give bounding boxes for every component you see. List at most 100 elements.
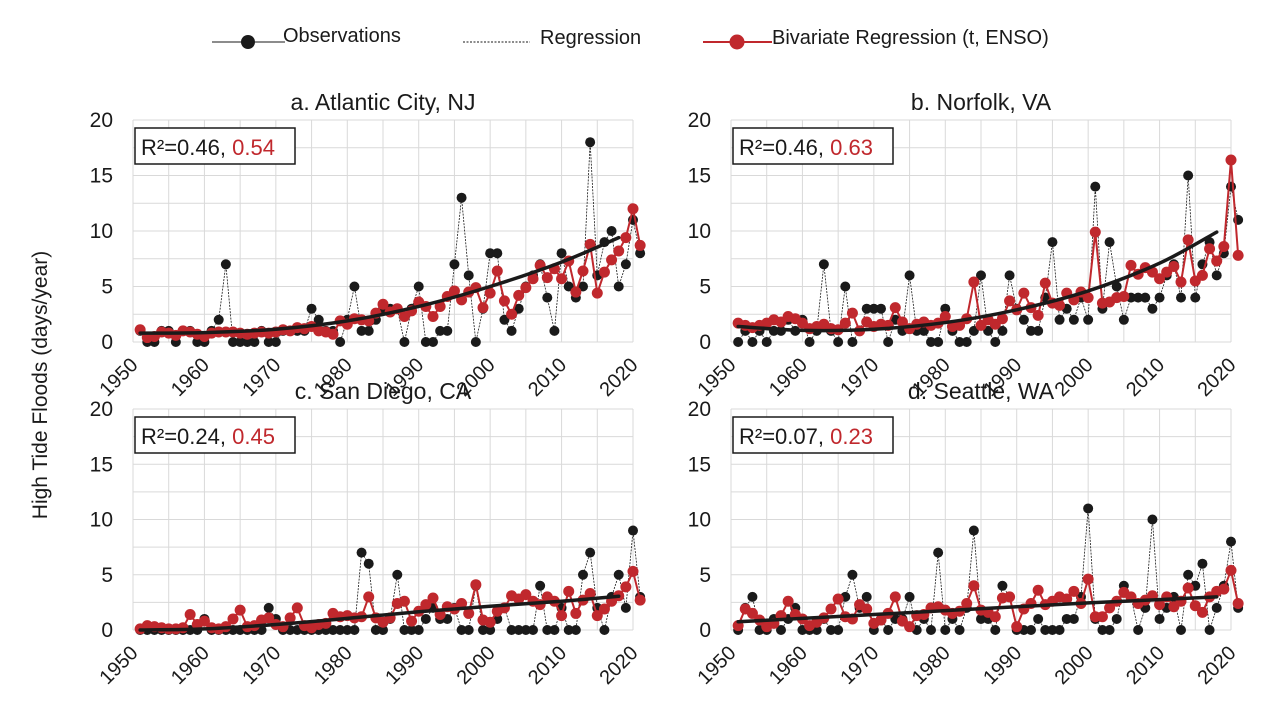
observation-point <box>456 192 467 203</box>
bivariate-point <box>1082 573 1094 585</box>
bivariate-point <box>746 607 758 619</box>
bivariate-point <box>1118 290 1130 302</box>
bivariate-point <box>1082 292 1094 304</box>
y-tick-label: 10 <box>90 509 113 532</box>
observation-point <box>463 625 474 635</box>
observation-point <box>818 259 829 270</box>
regression-curve <box>736 595 1219 624</box>
y-tick-label: 15 <box>688 165 711 188</box>
observation-point <box>606 226 617 236</box>
y-tick-label: 20 <box>90 398 113 421</box>
bivariate-point <box>463 607 475 619</box>
bivariate-point <box>889 591 901 603</box>
bivariate-point <box>491 265 503 277</box>
y-tick-label: 0 <box>101 331 113 354</box>
observation-point <box>506 625 517 635</box>
bivariate-point <box>1018 287 1030 299</box>
observation-point <box>954 337 965 347</box>
bivariate-point <box>598 603 610 615</box>
y-tick-label: 5 <box>101 276 113 299</box>
observation-point <box>1068 314 1079 325</box>
panel-title: b. Norfolk, VA <box>911 89 1052 115</box>
observation-point <box>954 625 965 635</box>
y-tick-label: 0 <box>101 619 113 642</box>
bivariate-point <box>1182 582 1194 594</box>
legend-observations-label: Observations <box>283 25 401 47</box>
observation-point <box>1133 625 1144 635</box>
legend-regression-label: Regression <box>540 27 641 49</box>
observation-point <box>613 281 624 292</box>
observation-point <box>1133 292 1144 303</box>
legend-bivariate[interactable]: Bivariate Regression (t, ENSO) <box>703 27 1049 50</box>
x-tick-label: 2010 <box>524 354 571 401</box>
y-tick-label: 15 <box>688 453 711 476</box>
observation-point <box>499 314 510 325</box>
bivariate-point <box>832 593 844 605</box>
observation-point <box>933 337 944 347</box>
r2-value: R²=0.24, <box>141 424 232 449</box>
bivariate-point <box>606 254 618 266</box>
observation-point <box>1054 314 1065 325</box>
y-tick-labels: 0 5 10 15 20 <box>688 398 711 642</box>
observation-point <box>997 325 1008 336</box>
r2-box <box>134 416 296 454</box>
observation-point <box>1033 325 1044 336</box>
y-tick-labels: 0 5 10 15 20 <box>90 398 113 642</box>
observation-point <box>485 625 496 635</box>
regression-curve <box>138 594 621 632</box>
x-tick-label: 1950 <box>694 354 741 401</box>
observation-point <box>1097 625 1108 635</box>
bivariate-point <box>484 616 496 628</box>
x-tick-label: 1990 <box>381 642 428 689</box>
observation-point <box>1083 314 1094 325</box>
bivariate-point <box>377 298 389 310</box>
bivariate-point <box>1168 261 1180 273</box>
r2-annotation: R²=0.24, 0.45 <box>134 416 296 454</box>
observation-point <box>997 580 1008 591</box>
observation-point <box>478 625 488 635</box>
bivariate-point <box>1061 593 1073 605</box>
observation-point <box>1104 237 1115 248</box>
r2-annotation: R²=0.07, 0.23 <box>732 416 894 454</box>
bivariate-point <box>598 266 610 278</box>
observation-point <box>620 259 631 270</box>
bivariate-point <box>563 585 575 597</box>
observation-point <box>542 292 553 303</box>
x-tick-label: 2000 <box>453 642 500 689</box>
x-tick-label: 1950 <box>694 642 741 689</box>
observation-point <box>1147 303 1158 314</box>
panel-title: c. San Diego, CA <box>295 378 472 404</box>
observation-point <box>761 337 772 347</box>
bivariate-point <box>1196 269 1208 281</box>
observation-point <box>556 248 567 259</box>
r2-text: R²=0.24, 0.45 <box>141 424 275 449</box>
bivariate-point <box>968 580 980 592</box>
legend-regression[interactable]: Regression <box>463 27 641 49</box>
observation-point <box>313 314 324 325</box>
bivariate-point <box>996 313 1008 325</box>
observation-point <box>940 303 951 314</box>
bivariate-point <box>591 287 603 299</box>
observation-point <box>428 337 438 347</box>
bivariate-point <box>825 603 837 615</box>
bivariate-point <box>904 621 916 633</box>
observation-point <box>192 337 203 347</box>
bivariate-point <box>1154 599 1166 611</box>
r2-text: R²=0.46, 0.54 <box>141 135 275 160</box>
bivariate-point <box>327 328 339 340</box>
r2-value: R²=0.46, <box>141 135 232 160</box>
bivariate-point <box>846 307 858 319</box>
legend-observations[interactable]: Observations <box>212 25 401 49</box>
bivariate-point <box>398 595 410 607</box>
observation-point <box>1068 613 1079 624</box>
panel-seattle: 0 5 10 15 20 1950 1960 1970 1980 1990 2000 2010 2020… <box>688 378 1244 689</box>
observation-point <box>463 270 474 281</box>
observation-point <box>1154 613 1165 624</box>
bivariate-point <box>234 604 246 616</box>
observation-point <box>1104 625 1115 635</box>
r2-value: R²=0.46, <box>739 135 830 160</box>
observation-point <box>940 625 951 635</box>
bivariate-point <box>782 595 794 607</box>
